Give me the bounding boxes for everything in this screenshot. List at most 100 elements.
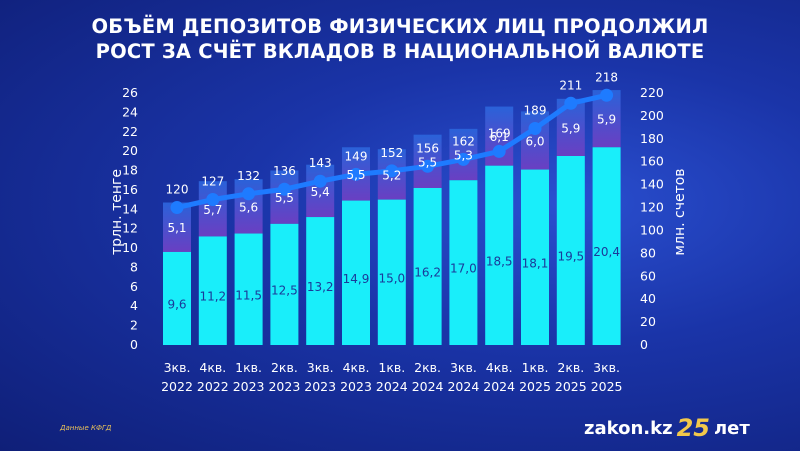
y-tick-right-11: 220: [640, 85, 664, 100]
x-tick-quarter-5: 4кв.: [343, 360, 370, 375]
label-national-7: 16,2: [414, 265, 441, 279]
y-tick-left-1: 2: [130, 318, 138, 333]
label-accounts-0: 120: [166, 183, 189, 197]
accounts-point-8: [456, 152, 470, 166]
y-tick-left-10: 20: [122, 143, 138, 158]
y-tick-right-6: 120: [640, 200, 664, 215]
bar-national-3: [270, 223, 299, 345]
x-tick-quarter-10: 1кв.: [522, 360, 549, 375]
label-accounts-11: 211: [559, 78, 582, 92]
accounts-point-2: [242, 187, 256, 201]
label-national-0: 9,6: [167, 297, 186, 311]
bar-foreign-3: [270, 170, 299, 224]
y-tick-left-2: 4: [130, 298, 138, 313]
accounts-point-11: [564, 96, 578, 110]
x-tick-year-1: 2022: [197, 379, 229, 394]
x-tick-year-5: 2023: [340, 379, 372, 394]
label-foreign-3: 5,5: [275, 191, 294, 205]
label-foreign-1: 5,7: [203, 203, 222, 217]
y-axis-label-left: трлн. тенге: [109, 169, 125, 255]
brand-suffix: лет: [713, 417, 750, 439]
accounts-point-0: [170, 201, 184, 215]
chart-title: ОБЪЁМ ДЕПОЗИТОВ ФИЗИЧЕСКИХ ЛИЦ ПРОДОЛЖИЛ…: [0, 14, 800, 64]
bar-national-2: [234, 233, 263, 345]
label-accounts-12: 218: [595, 70, 618, 84]
bar-national-0: [163, 251, 191, 345]
x-tick-year-7: 2024: [412, 379, 444, 394]
title-line-2: РОСТ ЗА СЧЁТ ВКЛАДОВ В НАЦИОНАЛЬНОЙ ВАЛЮ…: [95, 40, 705, 63]
y-tick-left-5: 10: [122, 240, 138, 255]
label-accounts-10: 189: [524, 104, 547, 118]
accounts-point-10: [528, 122, 542, 136]
label-national-10: 18,1: [522, 256, 549, 270]
y-tick-right-9: 180: [640, 131, 664, 146]
bar-foreign-1: [198, 181, 227, 237]
y-tick-right-5: 100: [640, 222, 664, 237]
x-tick-quarter-6: 1кв.: [378, 360, 405, 375]
y-tick-left-7: 14: [122, 201, 138, 216]
data-source: Данные КФГД: [60, 424, 112, 432]
bar-national-5: [342, 200, 370, 345]
x-tick-quarter-3: 2кв.: [271, 360, 298, 375]
label-accounts-9: 169: [488, 126, 511, 140]
y-tick-right-0: 0: [640, 337, 648, 352]
label-accounts-5: 149: [345, 149, 368, 163]
label-foreign-10: 6,0: [525, 134, 544, 148]
y-tick-right-8: 160: [640, 154, 664, 169]
bar-national-11: [556, 156, 585, 345]
y-tick-left-4: 8: [130, 259, 138, 274]
y-tick-right-1: 20: [640, 314, 656, 329]
label-national-1: 11,2: [199, 290, 226, 304]
label-foreign-11: 5,9: [561, 121, 580, 135]
x-tick-quarter-0: 3кв.: [164, 360, 191, 375]
y-tick-left-12: 24: [122, 104, 138, 119]
label-accounts-8: 162: [452, 134, 475, 148]
y-tick-left-0: 0: [130, 337, 138, 352]
y-tick-right-7: 140: [640, 177, 664, 192]
y-tick-right-10: 200: [640, 108, 664, 123]
accounts-point-1: [206, 193, 220, 207]
x-tick-year-11: 2025: [555, 379, 587, 394]
bar-national-4: [306, 217, 335, 345]
label-foreign-12: 5,9: [597, 113, 616, 127]
x-tick-quarter-11: 2кв.: [557, 360, 584, 375]
bar-foreign-4: [306, 164, 335, 218]
y-tick-right-4: 80: [640, 245, 656, 260]
bar-national-12: [592, 147, 621, 345]
label-foreign-0: 5,1: [167, 221, 186, 235]
y-axis-label-right: млн. счетов: [672, 168, 688, 255]
y-tick-left-6: 12: [122, 221, 138, 236]
bar-national-1: [198, 236, 227, 345]
accounts-point-3: [277, 182, 291, 196]
x-tick-quarter-9: 4кв.: [486, 360, 513, 375]
x-tick-quarter-1: 4кв.: [199, 360, 226, 375]
brand-anniversary: 25: [676, 414, 710, 442]
x-tick-year-0: 2022: [161, 379, 193, 394]
label-national-8: 17,0: [450, 262, 477, 276]
x-tick-year-2: 2023: [233, 379, 265, 394]
label-national-4: 13,2: [307, 280, 334, 294]
label-foreign-7: 5,5: [418, 155, 437, 169]
label-national-2: 11,5: [235, 288, 262, 302]
title-line-1: ОБЪЁМ ДЕПОЗИТОВ ФИЗИЧЕСКИХ ЛИЦ ПРОДОЛЖИЛ: [91, 15, 709, 38]
label-foreign-2: 5,6: [239, 200, 258, 214]
label-foreign-4: 5,4: [311, 185, 330, 199]
bar-national-9: [485, 165, 514, 345]
bar-national-8: [449, 180, 478, 345]
y-tick-left-13: 26: [122, 85, 138, 100]
accounts-point-4: [313, 174, 327, 188]
x-tick-quarter-7: 2кв.: [414, 360, 441, 375]
x-tick-year-10: 2025: [519, 379, 551, 394]
accounts-point-7: [421, 159, 435, 173]
y-tick-left-9: 18: [122, 163, 138, 178]
brand-name: zakon.kz: [584, 417, 673, 439]
label-foreign-9: 6,1: [490, 130, 509, 144]
x-tick-quarter-12: 3кв.: [593, 360, 620, 375]
x-tick-quarter-4: 3кв.: [307, 360, 334, 375]
accounts-point-9: [492, 144, 506, 158]
accounts-point-12: [600, 88, 614, 102]
label-national-11: 19,5: [557, 250, 584, 264]
bar-national-7: [413, 187, 442, 345]
y-tick-right-3: 60: [640, 268, 656, 283]
